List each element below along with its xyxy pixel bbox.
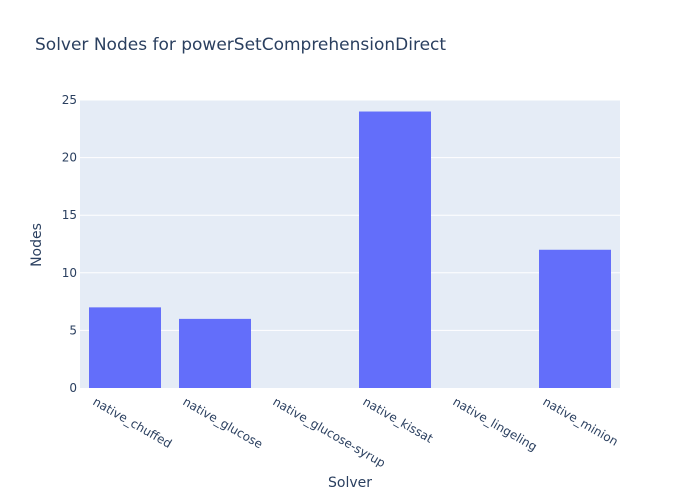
x-tick-label: native_lingeling (451, 394, 540, 453)
y-tick-label: 0 (69, 381, 77, 395)
plot-background (80, 100, 620, 388)
x-tick-label: native_minion (541, 394, 621, 448)
x-tick-label: native_kissat (361, 394, 436, 445)
bars (89, 111, 611, 389)
gridlines (80, 99, 620, 331)
bar-native_kissat[interactable] (359, 111, 431, 389)
x-tick-label: native_chuffed (91, 394, 175, 450)
bar-native_minion[interactable] (539, 249, 611, 388)
x-tick-label: native_glucose (181, 394, 266, 451)
x-axis-ticks: native_chuffed native_glucose native_gluco… (91, 394, 621, 470)
y-tick-label: 10 (62, 266, 77, 280)
chart-title: Solver Nodes for powerSetComprehensionDi… (35, 35, 446, 55)
y-tick-label: 20 (62, 151, 77, 165)
x-axis-title: Solver (328, 475, 372, 491)
bar-native_chuffed[interactable] (89, 307, 161, 388)
y-tick-label: 15 (62, 208, 77, 222)
bar-native_glucose[interactable] (179, 318, 251, 388)
y-tick-label: 25 (62, 93, 77, 107)
y-axis-title: Nodes (29, 223, 45, 267)
y-tick-label: 5 (69, 323, 77, 337)
y-axis-ticks: 0 5 10 15 20 25 (62, 93, 77, 395)
